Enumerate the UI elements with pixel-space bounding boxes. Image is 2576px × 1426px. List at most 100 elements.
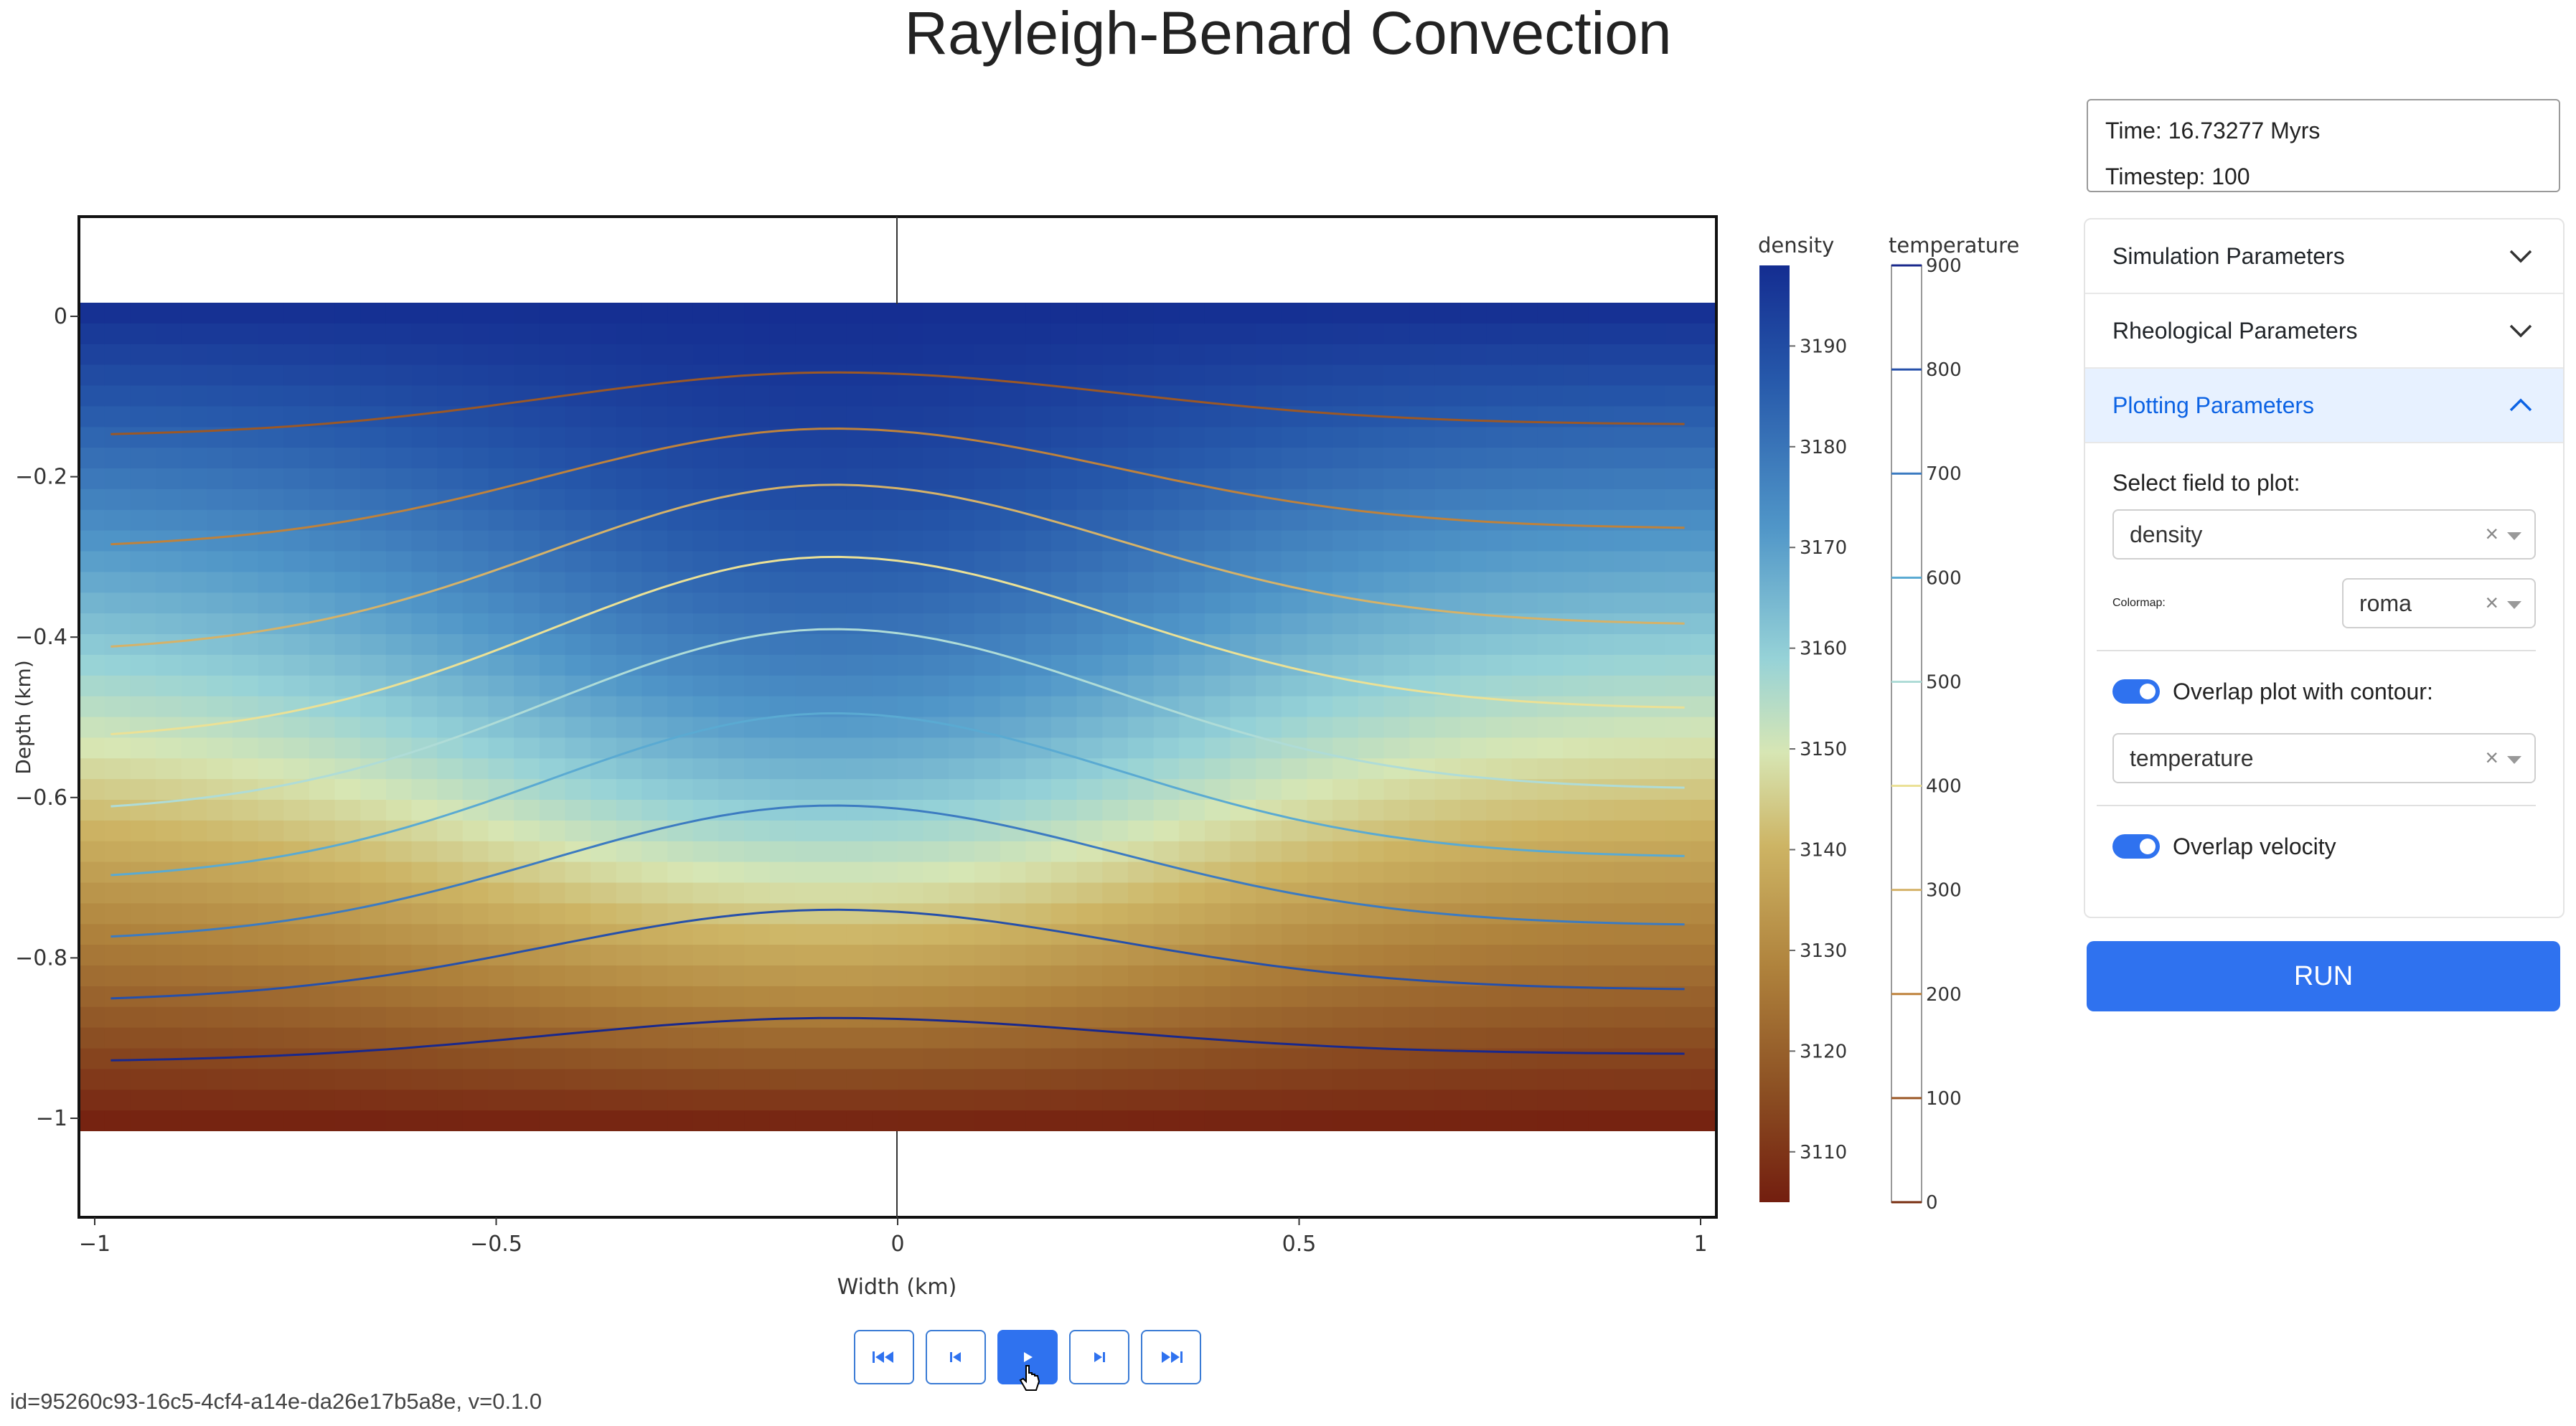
heatmap-cell — [1332, 1048, 1359, 1070]
heatmap-cell — [1588, 1048, 1615, 1070]
heatmap-cell — [949, 303, 975, 324]
heatmap-cell — [1383, 634, 1410, 656]
heatmap-cell — [539, 488, 566, 511]
heatmap-cell — [692, 344, 720, 366]
last-frame-button[interactable] — [1141, 1330, 1201, 1384]
colormap-select[interactable]: roma × — [2342, 578, 2536, 628]
heatmap-cell — [769, 592, 796, 614]
next-frame-button[interactable] — [1069, 1330, 1129, 1384]
clear-icon[interactable]: × — [2485, 521, 2499, 547]
heatmap-cell — [1486, 654, 1513, 676]
heatmap-cell — [1460, 448, 1487, 469]
run-button[interactable]: RUN — [2087, 941, 2560, 1011]
heatmap-cell — [1025, 1027, 1052, 1049]
temperature-colorbar-label: 300 — [1926, 880, 1962, 902]
heatmap-cell — [1000, 530, 1027, 552]
heatmap-cell — [591, 986, 617, 1008]
clear-icon[interactable]: × — [2485, 745, 2499, 770]
contour-toggle[interactable] — [2112, 679, 2160, 704]
heatmap-cell — [1204, 364, 1231, 387]
heatmap-cell — [181, 634, 208, 656]
plotting-parameters-header[interactable]: Plotting Parameters — [2085, 369, 2563, 443]
heatmap-cell — [1256, 364, 1282, 387]
heatmap-cell — [1665, 488, 1692, 511]
heatmap-cell — [923, 965, 950, 987]
heatmap-cell — [309, 551, 336, 573]
heatmap-cell — [1076, 364, 1104, 387]
heatmap-cell — [1307, 945, 1333, 966]
caret-down-icon[interactable] — [2507, 756, 2521, 764]
heatmap-cell — [1563, 551, 1589, 573]
heatmap-cell — [692, 861, 720, 884]
heatmap-cell — [181, 820, 208, 842]
heatmap-cell — [1281, 613, 1308, 635]
heatmap-cell — [923, 427, 950, 448]
time-readout: Time: 16.73277 Myrs — [2105, 118, 2321, 143]
heatmap-cell — [1640, 675, 1666, 697]
heatmap-cell — [718, 1006, 745, 1029]
heatmap-cell — [1640, 323, 1666, 345]
heatmap-cell — [718, 675, 745, 697]
heatmap-cell — [821, 800, 847, 821]
heatmap-cell — [872, 530, 898, 552]
velocity-toggle[interactable] — [2112, 834, 2160, 859]
caret-down-icon[interactable] — [2507, 601, 2521, 609]
heatmap-cell — [1230, 323, 1256, 345]
clear-icon[interactable]: × — [2485, 590, 2499, 615]
heatmap-cell — [283, 820, 310, 842]
heatmap-cell — [1000, 820, 1027, 842]
simulation-parameters-header[interactable]: Simulation Parameters — [2085, 219, 2563, 294]
heatmap-cell — [923, 572, 950, 594]
heatmap-cell — [462, 1027, 489, 1049]
heatmap-cell — [974, 675, 1001, 697]
heatmap-cell — [616, 779, 643, 801]
rheological-parameters-header[interactable]: Rheological Parameters — [2085, 294, 2563, 369]
heatmap-cell — [1665, 572, 1692, 594]
heatmap-cell — [258, 1110, 285, 1131]
heatmap-cell — [156, 323, 182, 345]
heatmap-cell — [949, 758, 975, 780]
heatmap-cell — [462, 965, 489, 987]
heatmap-cell — [79, 1027, 105, 1049]
field-select[interactable]: density × — [2112, 509, 2536, 559]
first-frame-button[interactable] — [854, 1330, 914, 1384]
heatmap-cell — [692, 1006, 720, 1029]
heatmap-cell — [181, 654, 208, 676]
heatmap-cell — [1588, 427, 1615, 448]
heatmap-cell — [1000, 592, 1027, 614]
heatmap-cell — [1179, 1069, 1205, 1091]
heatmap-cell — [898, 965, 924, 987]
heatmap-cell — [283, 468, 310, 490]
heatmap-cell — [232, 758, 259, 780]
heatmap-cell — [1076, 882, 1104, 905]
heatmap-cell — [1563, 344, 1589, 366]
heatmap-cell — [334, 323, 362, 345]
colormap-label: Colormap: — [2112, 597, 2166, 609]
heatmap-cell — [1102, 1048, 1129, 1070]
heatmap-cell — [539, 758, 566, 780]
heatmap-cell — [846, 965, 873, 987]
heatmap-cell — [1358, 861, 1385, 884]
contour-field-select[interactable]: temperature × — [2112, 733, 2536, 783]
heatmap-cell — [385, 572, 413, 594]
heatmap-cell — [1614, 448, 1640, 469]
heatmap-cell — [488, 841, 514, 863]
heatmap-cell — [411, 1069, 438, 1091]
caret-down-icon[interactable] — [2507, 532, 2521, 540]
heatmap-cell — [334, 1027, 362, 1049]
heatmap-cell — [667, 1090, 694, 1111]
heatmap-cell — [718, 406, 745, 428]
heatmap-cell — [232, 406, 259, 428]
previous-frame-button[interactable] — [926, 1330, 986, 1384]
heatmap-cell — [1281, 551, 1308, 573]
heatmap-cell — [872, 509, 898, 532]
heatmap-cell — [1332, 613, 1359, 635]
heatmap-cell — [692, 364, 720, 387]
heatmap-cell — [744, 323, 771, 345]
heatmap-cell — [1281, 364, 1308, 387]
heatmap-cell — [130, 903, 156, 925]
heatmap-cell — [104, 364, 131, 387]
heatmap-cell — [360, 1027, 387, 1049]
heatmap-cell — [207, 592, 233, 614]
